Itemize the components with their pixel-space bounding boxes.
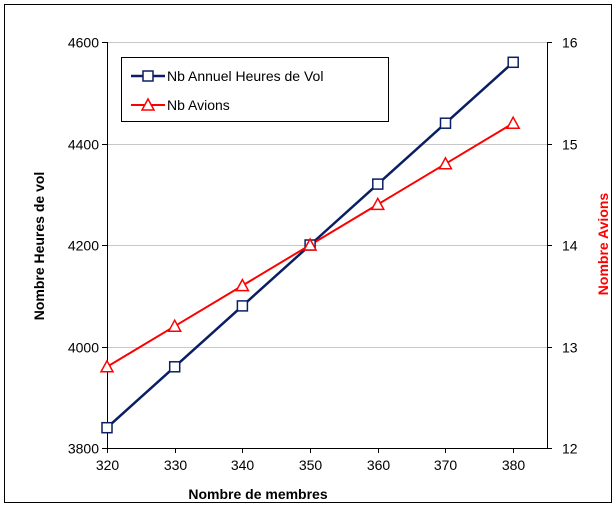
series-markers xyxy=(99,56,521,434)
right-y-axis-title: Nombre Avions xyxy=(595,193,611,296)
data-point-triangle xyxy=(167,318,182,332)
x-tick-label: 340 xyxy=(231,457,255,473)
x-tick-label: 320 xyxy=(96,457,120,473)
data-point-triangle xyxy=(302,237,318,251)
right-tick-label: 12 xyxy=(562,441,578,457)
data-point-square xyxy=(168,361,181,373)
legend-label-heures: Nb Annuel Heures de Vol xyxy=(167,68,323,84)
x-tick-label: 380 xyxy=(502,457,526,473)
data-point-square xyxy=(236,300,249,312)
left-y-axis-title: Nombre Heures de vol xyxy=(31,172,47,321)
data-point-triangle xyxy=(370,196,386,211)
data-point-triangle xyxy=(438,156,453,170)
x-axis-title: Nombre de membres xyxy=(188,486,327,502)
left-tick-label: 4200 xyxy=(68,238,99,254)
data-point-square xyxy=(439,117,452,129)
x-tick-label: 370 xyxy=(434,457,458,473)
data-point-triangle xyxy=(99,359,115,373)
right-tick-label: 15 xyxy=(562,137,578,153)
x-tick-label: 360 xyxy=(367,457,391,473)
tick-labels: 3800 4000 4200 4400 4600 12 13 14 15 16 320 330 340 3… xyxy=(68,35,578,474)
legend-entry-heures: Nb Annuel Heures de Vol xyxy=(131,68,323,84)
data-point-triangle xyxy=(505,115,521,129)
right-tick-label: 14 xyxy=(562,238,578,254)
data-point-square xyxy=(372,178,384,190)
legend-marker-square xyxy=(142,70,154,82)
left-tick-label: 4400 xyxy=(68,137,99,153)
data-point-square xyxy=(101,421,113,434)
legend-box xyxy=(121,57,389,122)
data-point-square xyxy=(507,56,519,69)
axes xyxy=(102,42,552,453)
legend-entry-avions: Nb Avions xyxy=(131,97,230,113)
right-tick-label: 13 xyxy=(562,340,578,356)
legend-label-avions: Nb Avions xyxy=(167,97,230,113)
left-tick-label: 3800 xyxy=(68,441,99,457)
legend-marker-triangle xyxy=(140,97,156,111)
x-tick-label: 350 xyxy=(299,457,323,473)
x-tick-label: 330 xyxy=(164,457,188,473)
left-tick-label: 4000 xyxy=(68,340,99,356)
legend: Nb Annuel Heures de Vol Nb Avions xyxy=(121,57,389,122)
data-point-triangle xyxy=(235,278,250,292)
right-tick-label: 16 xyxy=(562,35,578,51)
left-tick-label: 4600 xyxy=(68,35,99,51)
